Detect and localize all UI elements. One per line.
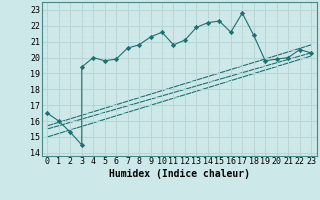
X-axis label: Humidex (Indice chaleur): Humidex (Indice chaleur) — [109, 169, 250, 179]
